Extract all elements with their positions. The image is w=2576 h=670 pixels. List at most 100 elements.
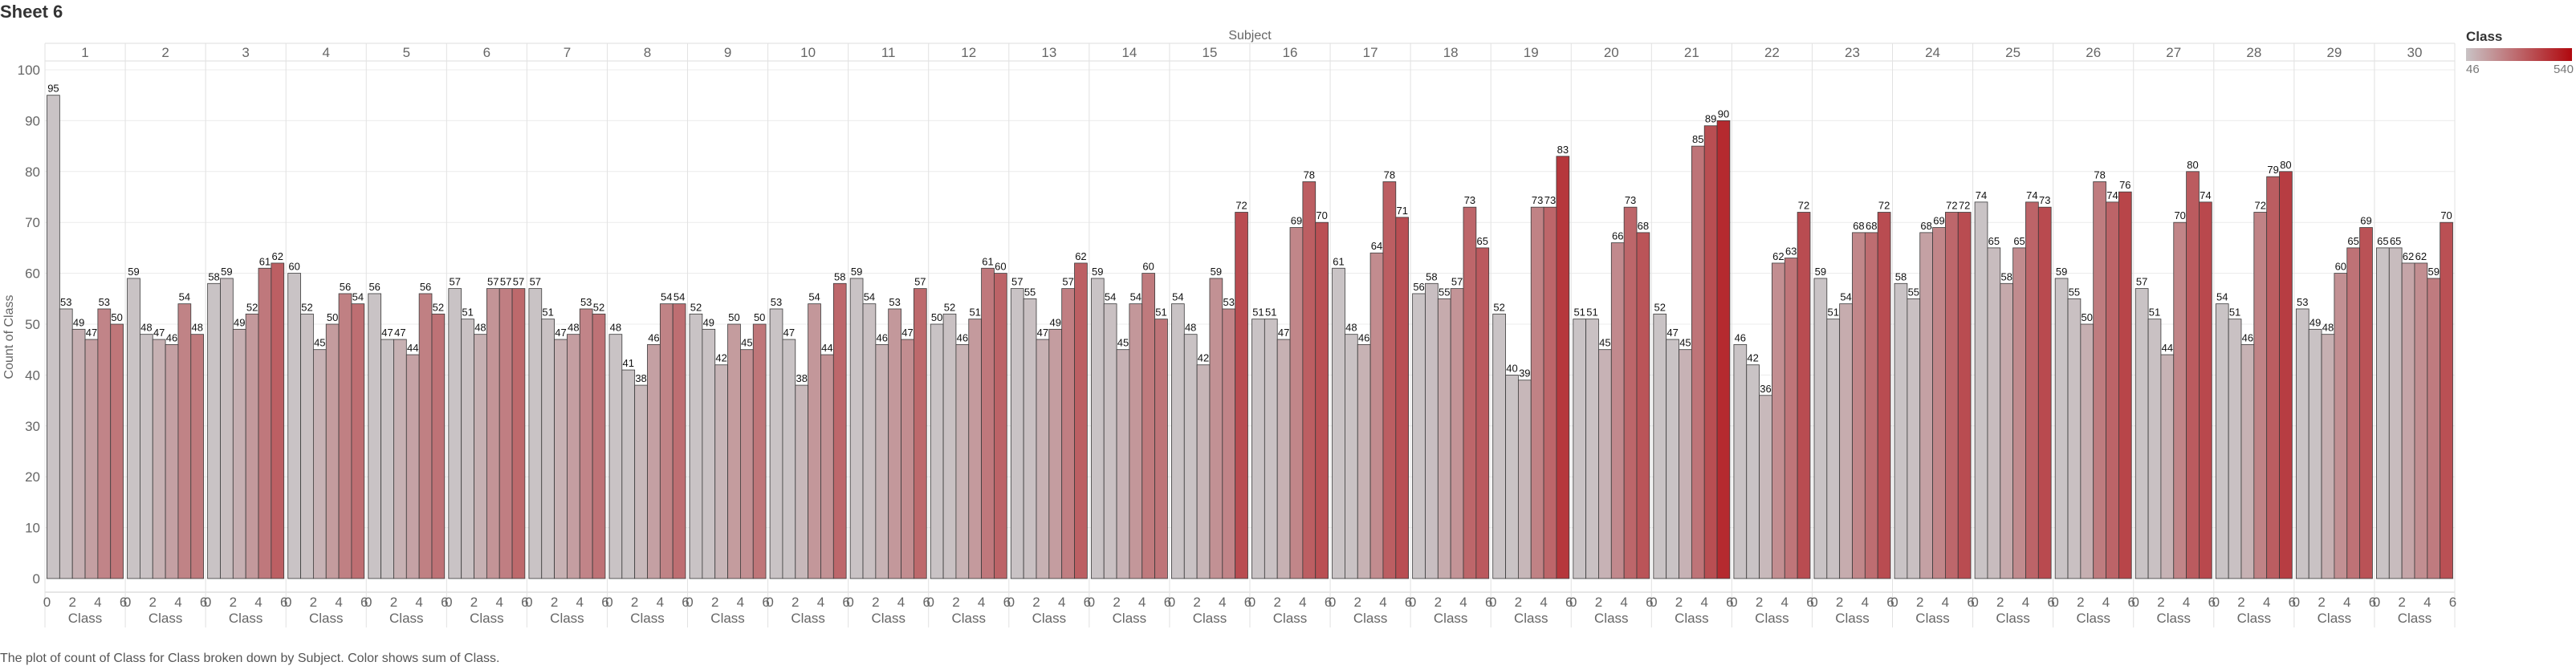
bar xyxy=(1573,319,1587,579)
bar xyxy=(165,343,179,579)
bar xyxy=(769,308,783,579)
x-tick-label: 6 xyxy=(1565,595,1573,610)
x-axis-class-label: Class xyxy=(229,611,263,626)
bar-value-label: 57 xyxy=(513,276,524,288)
x-tick-label: 6 xyxy=(1003,595,1011,610)
x-tick-label: 6 xyxy=(2047,595,2054,610)
x-tick-label: 2 xyxy=(1435,595,1442,610)
y-tick-label: 0 xyxy=(33,571,40,587)
bar-value-label: 47 xyxy=(1666,327,1678,339)
bar-value-label: 50 xyxy=(111,311,122,323)
x-tick-label: 4 xyxy=(1540,595,1547,610)
x-tick-label: 2 xyxy=(1996,595,2004,610)
bar-value-label: 73 xyxy=(1544,194,1556,206)
bar-value-label: 48 xyxy=(1185,322,1196,334)
bar xyxy=(955,343,970,579)
bar xyxy=(232,328,246,579)
bar xyxy=(1797,212,1811,579)
x-tick-label: 2 xyxy=(551,595,558,610)
x-tick-label: 0 xyxy=(1730,595,1737,610)
bar xyxy=(380,339,394,579)
bar-value-label: 57 xyxy=(530,276,541,288)
bar xyxy=(1141,273,1155,579)
bar-value-label: 73 xyxy=(2039,194,2050,206)
bar xyxy=(1839,303,1853,579)
bar xyxy=(554,339,568,579)
bar xyxy=(930,323,944,579)
bar xyxy=(567,334,580,579)
bar xyxy=(820,354,834,579)
y-axis-title: Count of Class xyxy=(2,295,16,380)
bar xyxy=(368,293,382,579)
bar xyxy=(2186,171,2200,579)
bar-value-label: 66 xyxy=(1612,230,1623,242)
x-tick-label: 2 xyxy=(872,595,879,610)
x-tick-label: 2 xyxy=(1675,595,1683,610)
x-tick-label: 6 xyxy=(2449,595,2456,610)
bar-value-label: 59 xyxy=(1092,266,1103,278)
x-axis-class-label: Class xyxy=(2398,611,2432,626)
x-tick-label: 4 xyxy=(1942,595,1949,610)
bar-value-label: 48 xyxy=(610,322,621,334)
bar xyxy=(2118,191,2132,579)
bar xyxy=(714,364,728,579)
bar-value-label: 51 xyxy=(969,307,980,319)
x-tick-label: 0 xyxy=(1248,595,1255,610)
bar-value-label: 53 xyxy=(2297,296,2308,308)
x-tick-label: 6 xyxy=(1164,595,1171,610)
bar xyxy=(1852,232,1866,579)
bar xyxy=(621,369,636,579)
x-tick-label: 6 xyxy=(1325,595,1332,610)
x-tick-label: 6 xyxy=(682,595,689,610)
subject-header-label: 1 xyxy=(81,45,88,60)
x-tick-label: 4 xyxy=(1781,595,1789,610)
bar xyxy=(1505,374,1519,579)
x-tick-label: 2 xyxy=(1354,595,1361,610)
x-axis-class-label: Class xyxy=(791,611,825,626)
x-tick-label: 4 xyxy=(1459,595,1467,610)
bar-value-label: 60 xyxy=(288,261,299,273)
bar xyxy=(1623,206,1638,579)
bar-value-label: 57 xyxy=(450,276,461,288)
bar-value-label: 57 xyxy=(1062,276,1073,288)
x-tick-label: 0 xyxy=(445,595,452,610)
bar-value-label: 70 xyxy=(1316,209,1327,221)
bar-value-label: 36 xyxy=(1760,383,1771,395)
subject-header-label: 25 xyxy=(2005,45,2021,60)
bar-value-label: 56 xyxy=(420,281,431,293)
bar-value-label: 40 xyxy=(1506,362,1517,374)
subject-header-label: 17 xyxy=(1363,45,1378,60)
bar-value-label: 60 xyxy=(1142,261,1154,273)
x-tick-label: 6 xyxy=(1726,595,1733,610)
bar-value-label: 70 xyxy=(2174,209,2185,221)
bar xyxy=(1196,364,1211,579)
bar-value-label: 57 xyxy=(914,276,926,288)
x-tick-label: 4 xyxy=(2022,595,2029,610)
bar-value-label: 62 xyxy=(272,250,283,262)
bar xyxy=(2427,278,2441,579)
x-axis-class-label: Class xyxy=(2318,611,2352,626)
x-tick-label: 0 xyxy=(204,595,211,610)
x-tick-label: 2 xyxy=(1916,595,1923,610)
x-tick-label: 2 xyxy=(390,595,397,610)
x-tick-label: 4 xyxy=(174,595,181,610)
bar-value-label: 54 xyxy=(1105,291,1116,303)
bar xyxy=(351,303,365,579)
x-tick-label: 4 xyxy=(1379,595,1386,610)
bar xyxy=(1036,339,1050,579)
x-axis-class-label: Class xyxy=(1514,611,1548,626)
bar xyxy=(71,328,86,579)
bar-value-label: 56 xyxy=(1413,281,1424,293)
x-tick-label: 0 xyxy=(1088,595,1095,610)
x-tick-label: 2 xyxy=(952,595,959,610)
bar-value-label: 53 xyxy=(60,296,71,308)
bar xyxy=(849,278,864,579)
subject-header-label: 6 xyxy=(483,45,490,60)
bar-value-label: 51 xyxy=(1155,307,1166,319)
x-tick-label: 6 xyxy=(200,595,207,610)
bar-value-label: 52 xyxy=(246,301,258,313)
bar-value-label: 53 xyxy=(771,296,782,308)
x-tick-label: 6 xyxy=(360,595,368,610)
x-tick-label: 0 xyxy=(2051,595,2058,610)
